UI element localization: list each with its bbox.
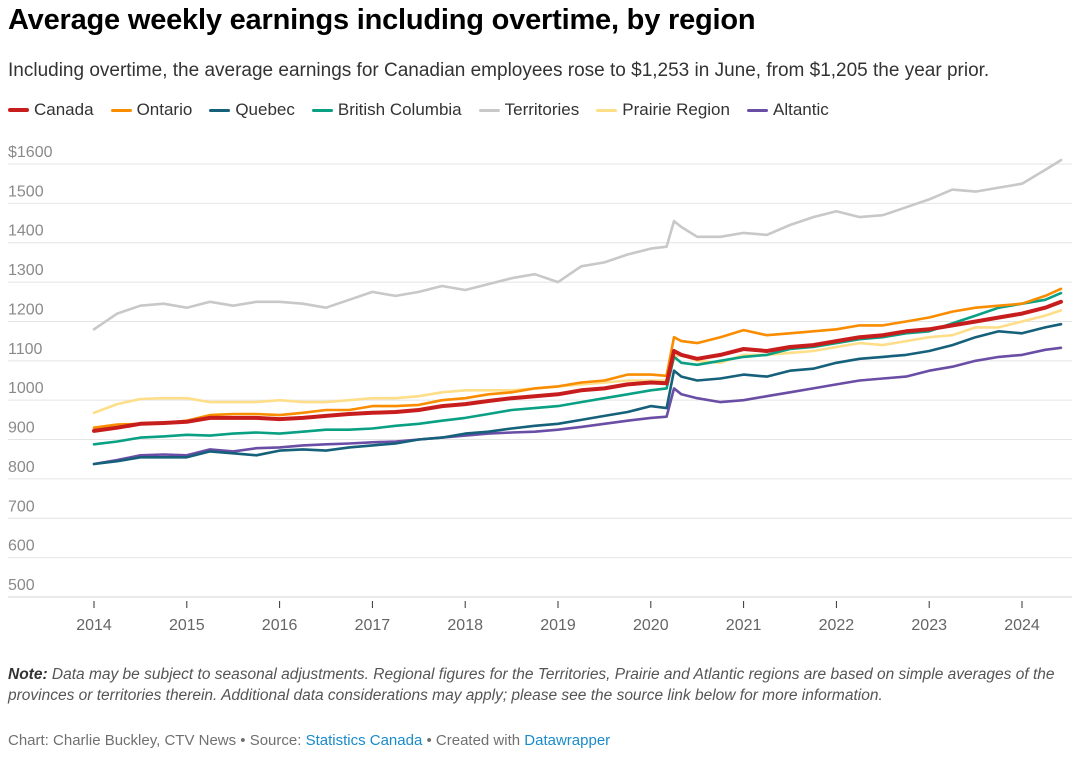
series-line-ontario (92, 287, 1063, 430)
y-tick-label: 900 (8, 420, 35, 437)
y-tick-label: 500 (8, 577, 35, 594)
series-lines (92, 158, 1063, 466)
note-label: Note: (8, 666, 48, 683)
chart-title: Average weekly earnings including overti… (8, 4, 756, 36)
legend-swatch-atlantic (746, 108, 768, 112)
y-tick-label: 800 (8, 459, 35, 476)
y-axis: $1600 1500 1400 1300 1200 1100 1000 900 800 700 60… (8, 144, 53, 594)
legend-swatch-british-columbia (311, 108, 333, 112)
chart-note: Note: Data may be subject to seasonal ad… (8, 664, 1068, 706)
x-tick-label: 2016 (262, 617, 298, 634)
series-line-territories (92, 158, 1063, 331)
x-tick-label: 2014 (76, 617, 112, 634)
legend-item-quebec[interactable]: Quebec (209, 100, 295, 120)
legend-swatch-quebec (209, 108, 231, 112)
legend-label: Ontario (136, 100, 193, 119)
legend-item-territories[interactable]: Territories (478, 100, 580, 120)
credit-prefix: Chart: Charlie Buckley, CTV News • Sourc… (8, 732, 306, 749)
legend-label: Canada (34, 100, 94, 119)
legend-item-british-columbia[interactable]: British Columbia (311, 100, 462, 120)
legend-swatch-territories (478, 108, 500, 112)
series-line-canada (92, 299, 1063, 433)
y-tick-label: 600 (8, 538, 35, 555)
legend: Canada Ontario Quebec British Columbia T… (8, 100, 846, 120)
credit-middle: • Created with (422, 732, 525, 749)
y-tick-label: 1000 (8, 380, 44, 397)
datawrapper-link[interactable]: Datawrapper (524, 732, 611, 749)
legend-label: Prairie Region (622, 100, 730, 119)
note-text: Data may be subject to seasonal adjustme… (8, 666, 1055, 704)
y-tick-label: $1600 (8, 144, 53, 161)
legend-item-prairie-region[interactable]: Prairie Region (596, 100, 730, 120)
legend-label: Altantic (772, 100, 829, 119)
series-line-altantic (92, 346, 1063, 466)
y-tick-label: 1400 (8, 223, 44, 240)
line-chart: $1600 1500 1400 1300 1200 1100 1000 900 800 700 60… (8, 144, 1072, 634)
series-line-quebec (92, 322, 1063, 466)
legend-swatch-ontario (110, 108, 132, 112)
chart-subtitle: Including overtime, the average earnings… (8, 60, 990, 81)
legend-swatch-canada (8, 108, 29, 112)
legend-label: Quebec (235, 100, 295, 119)
legend-label: Territories (504, 100, 580, 119)
x-tick-label: 2021 (726, 617, 762, 634)
x-tick-label: 2024 (1004, 617, 1040, 634)
grid-lines (8, 163, 1072, 598)
legend-item-canada[interactable]: Canada (8, 100, 94, 120)
x-axis: 2014 2015 2016 2017 2018 2019 2020 2021 2022 2023… (76, 601, 1040, 634)
x-tick-label: 2020 (633, 617, 669, 634)
x-tick-label: 2023 (911, 617, 947, 634)
source-link[interactable]: Statistics Canada (305, 732, 423, 749)
y-tick-label: 1100 (8, 341, 43, 358)
x-tick-label: 2018 (447, 617, 483, 634)
legend-item-atlantic[interactable]: Altantic (746, 100, 829, 120)
series-line-prairie-region (92, 309, 1063, 415)
y-tick-label: 1500 (8, 183, 44, 200)
y-tick-label: 1200 (8, 301, 44, 318)
x-tick-label: 2017 (355, 617, 391, 634)
x-tick-label: 2019 (540, 617, 576, 634)
x-tick-label: 2022 (819, 617, 855, 634)
x-tick-label: 2015 (169, 617, 205, 634)
y-tick-label: 1300 (8, 262, 44, 279)
chart-credit: Chart: Charlie Buckley, CTV News • Sourc… (8, 732, 610, 749)
legend-label: British Columbia (337, 100, 462, 119)
legend-item-ontario[interactable]: Ontario (110, 100, 193, 120)
y-tick-label: 700 (8, 498, 35, 515)
legend-swatch-prairie-region (596, 108, 618, 112)
